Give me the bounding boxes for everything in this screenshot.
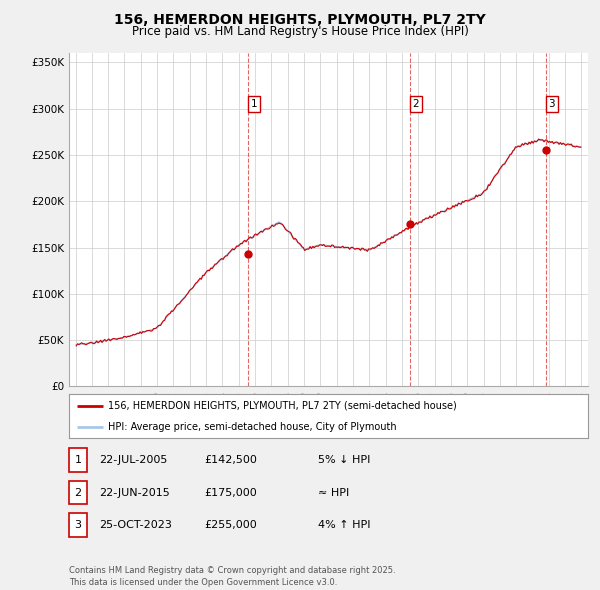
Text: ≈ HPI: ≈ HPI xyxy=(318,488,349,497)
Text: HPI: Average price, semi-detached house, City of Plymouth: HPI: Average price, semi-detached house,… xyxy=(108,422,397,432)
Text: 2: 2 xyxy=(413,99,419,109)
Text: 22-JUN-2015: 22-JUN-2015 xyxy=(99,488,170,497)
Text: 156, HEMERDON HEIGHTS, PLYMOUTH, PL7 2TY: 156, HEMERDON HEIGHTS, PLYMOUTH, PL7 2TY xyxy=(114,13,486,27)
Text: 3: 3 xyxy=(548,99,555,109)
Text: £255,000: £255,000 xyxy=(204,520,257,530)
Text: Price paid vs. HM Land Registry's House Price Index (HPI): Price paid vs. HM Land Registry's House … xyxy=(131,25,469,38)
Text: Contains HM Land Registry data © Crown copyright and database right 2025.
This d: Contains HM Land Registry data © Crown c… xyxy=(69,566,395,587)
Text: 25-OCT-2023: 25-OCT-2023 xyxy=(99,520,172,530)
Text: 5% ↓ HPI: 5% ↓ HPI xyxy=(318,455,370,465)
Text: £142,500: £142,500 xyxy=(204,455,257,465)
Text: 3: 3 xyxy=(74,520,82,530)
Text: 2: 2 xyxy=(74,488,82,497)
Text: 4% ↑ HPI: 4% ↑ HPI xyxy=(318,520,371,530)
Text: 22-JUL-2005: 22-JUL-2005 xyxy=(99,455,167,465)
Text: 156, HEMERDON HEIGHTS, PLYMOUTH, PL7 2TY (semi-detached house): 156, HEMERDON HEIGHTS, PLYMOUTH, PL7 2TY… xyxy=(108,401,457,411)
Text: £175,000: £175,000 xyxy=(204,488,257,497)
Text: 1: 1 xyxy=(251,99,257,109)
Text: 1: 1 xyxy=(74,455,82,465)
